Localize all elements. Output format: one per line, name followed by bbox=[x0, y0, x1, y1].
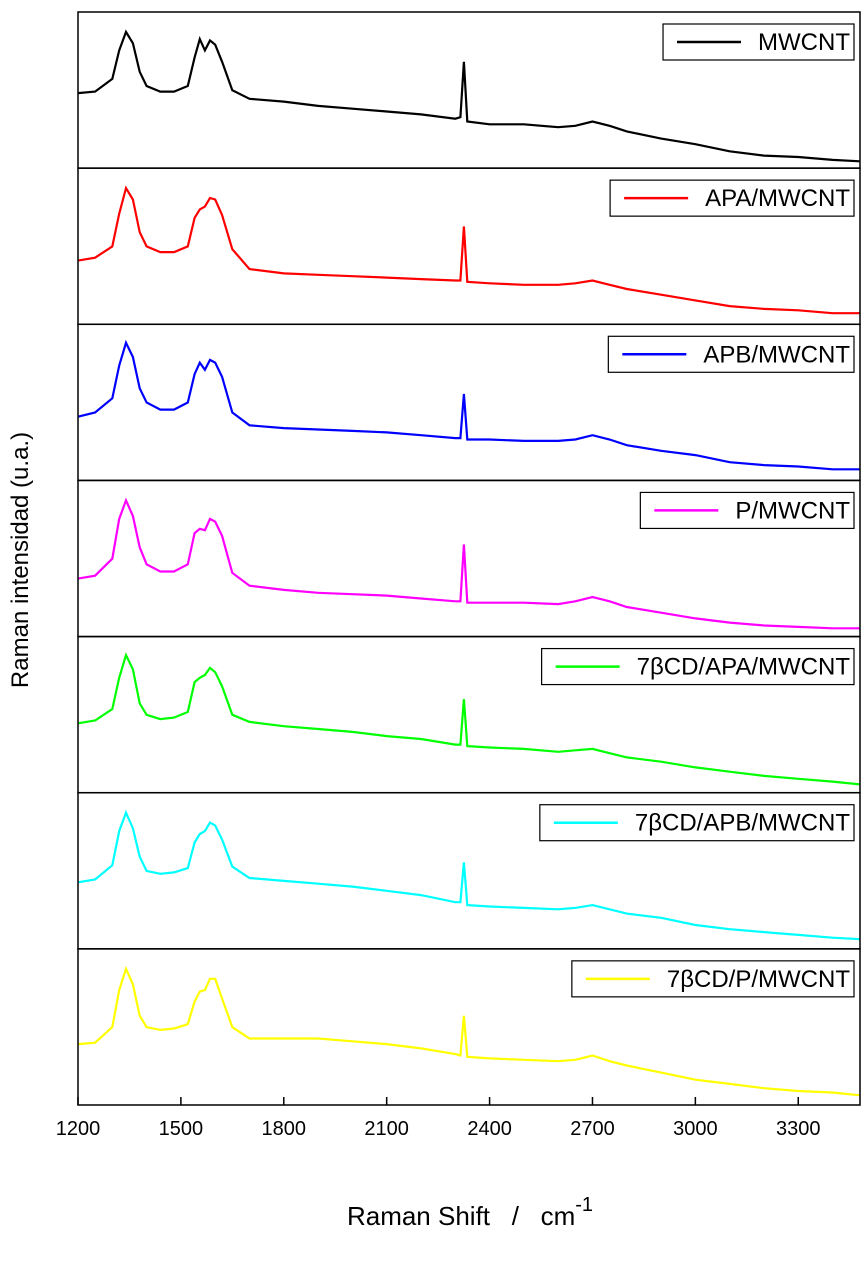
x-tick-label: 3300 bbox=[776, 1118, 821, 1140]
x-tick-label: 3000 bbox=[673, 1118, 718, 1140]
legend: 7βCD/P/MWCNT bbox=[571, 960, 855, 998]
spectrum-line bbox=[77, 339, 860, 471]
y-axis-title: Raman intensidad (u.a.) bbox=[7, 432, 34, 688]
legend-label: APB/MWCNT bbox=[703, 341, 850, 368]
x-tick-label: 2100 bbox=[364, 1118, 409, 1140]
x-tick-label: 2700 bbox=[570, 1118, 615, 1140]
legend-box bbox=[609, 179, 855, 217]
x-tick-label: 2400 bbox=[467, 1118, 512, 1140]
spectrum-line bbox=[77, 29, 861, 163]
legend-label: 7βCD/APB/MWCNT bbox=[635, 810, 850, 837]
legend: 7βCD/APB/MWCNT bbox=[539, 804, 855, 842]
legend: 7βCD/APA/MWCNT bbox=[541, 647, 855, 686]
panel-frame bbox=[77, 948, 861, 1106]
legend: MWCNT bbox=[662, 23, 855, 61]
spectrum-line bbox=[77, 185, 860, 315]
spectrum-line bbox=[77, 497, 860, 630]
x-tick-label: 1500 bbox=[159, 1118, 204, 1140]
spectrum-line bbox=[77, 809, 861, 941]
legend-label: MWCNT bbox=[758, 29, 850, 56]
x-tick-label: 1800 bbox=[262, 1118, 307, 1140]
x-axis-title: Raman Shift / cm-1 bbox=[347, 1194, 593, 1231]
legend-label: P/MWCNT bbox=[735, 497, 850, 524]
legend: APB/MWCNT bbox=[607, 335, 855, 373]
legend-label: 7βCD/APA/MWCNT bbox=[637, 654, 851, 681]
legend: APA/MWCNT bbox=[609, 179, 855, 217]
x-axis-title-sup: -1 bbox=[575, 1194, 593, 1216]
legend-box bbox=[571, 960, 855, 998]
legend: P/MWCNT bbox=[639, 491, 855, 530]
legend-label: APA/MWCNT bbox=[705, 185, 850, 212]
legend-label: 7βCD/P/MWCNT bbox=[667, 966, 850, 993]
spectrum-line bbox=[77, 965, 861, 1097]
x-tick-label: 1200 bbox=[56, 1118, 101, 1140]
x-axis-title-main: Raman Shift / cm bbox=[347, 1201, 575, 1231]
spectrum-line bbox=[77, 652, 861, 786]
legend-box bbox=[662, 23, 855, 61]
